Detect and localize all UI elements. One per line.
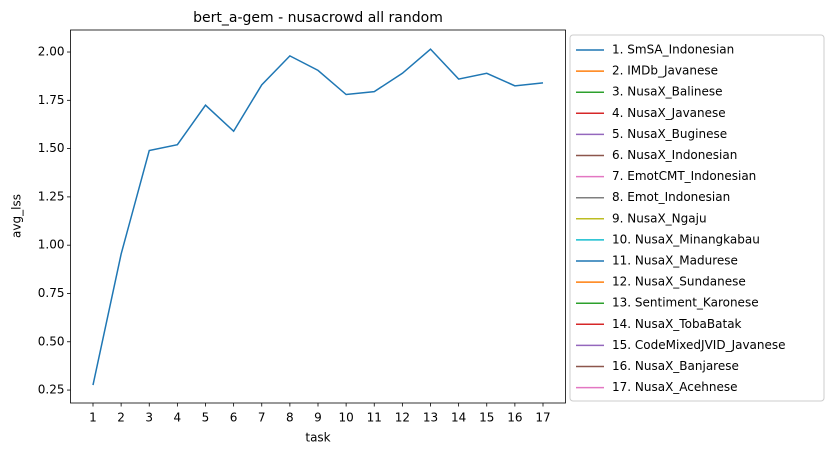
legend-box <box>569 34 825 402</box>
x-tick-label: 2 <box>117 411 125 425</box>
y-tick-label: 2.00 <box>38 45 65 59</box>
x-tick-label: 1 <box>89 411 97 425</box>
y-tick-label: 1.25 <box>38 189 65 203</box>
legend-label: 9. NusaX_Ngaju <box>612 211 707 225</box>
y-tick-label: 0.50 <box>38 334 65 348</box>
x-tick-label: 8 <box>286 411 294 425</box>
legend-label: 14. NusaX_TobaBatak <box>612 317 742 331</box>
y-axis-label: avg_lss <box>10 194 24 238</box>
y-tick-label: 0.75 <box>38 286 65 300</box>
x-tick-label: 17 <box>535 411 550 425</box>
legend-label: 1. SmSA_Indonesian <box>612 43 734 57</box>
x-tick-label: 3 <box>145 411 153 425</box>
legend-label: 5. NusaX_Buginese <box>612 127 727 141</box>
plot-frame <box>70 29 566 404</box>
legend-label: 13. Sentiment_Karonese <box>612 296 759 310</box>
x-tick-label: 4 <box>174 411 182 425</box>
x-tick-label: 6 <box>230 411 238 425</box>
y-tick-label: 1.50 <box>38 141 65 155</box>
chart-title: bert_a-gem - nusacrowd all random <box>193 10 443 26</box>
x-tick-label: 15 <box>479 411 494 425</box>
x-tick-label: 11 <box>367 411 382 425</box>
x-tick-label: 12 <box>395 411 410 425</box>
legend-label: 4. NusaX_Javanese <box>612 106 726 120</box>
legend-label: 12. NusaX_Sundanese <box>612 275 746 289</box>
x-tick-label: 14 <box>451 411 466 425</box>
y-tick-label: 1.00 <box>38 238 65 252</box>
legend-label: 10. NusaX_Minangkabau <box>612 232 760 246</box>
legend-label: 15. CodeMixedJVID_Javanese <box>612 338 786 352</box>
x-tick-label: 9 <box>314 411 322 425</box>
legend-label: 3. NusaX_Balinese <box>612 85 723 99</box>
series-line <box>92 48 544 386</box>
legend-label: 7. EmotCMT_Indonesian <box>612 169 756 183</box>
legend-label: 6. NusaX_Indonesian <box>612 148 737 162</box>
x-tick-label: 10 <box>338 411 353 425</box>
x-tick-label: 7 <box>258 411 266 425</box>
x-tick-label: 16 <box>507 411 522 425</box>
legend-label: 11. NusaX_Madurese <box>612 254 738 268</box>
x-axis-label: task <box>305 431 330 445</box>
y-tick-label: 1.75 <box>38 93 65 107</box>
x-tick-label: 13 <box>423 411 438 425</box>
x-tick-label: 5 <box>202 411 210 425</box>
legend-label: 2. IMDb_Javanese <box>612 64 718 78</box>
y-tick-label: 0.25 <box>38 383 65 397</box>
legend-label: 8. Emot_Indonesian <box>612 190 730 204</box>
legend-label: 16. NusaX_Banjarese <box>612 359 739 373</box>
legend-label: 17. NusaX_Acehnese <box>612 380 738 394</box>
